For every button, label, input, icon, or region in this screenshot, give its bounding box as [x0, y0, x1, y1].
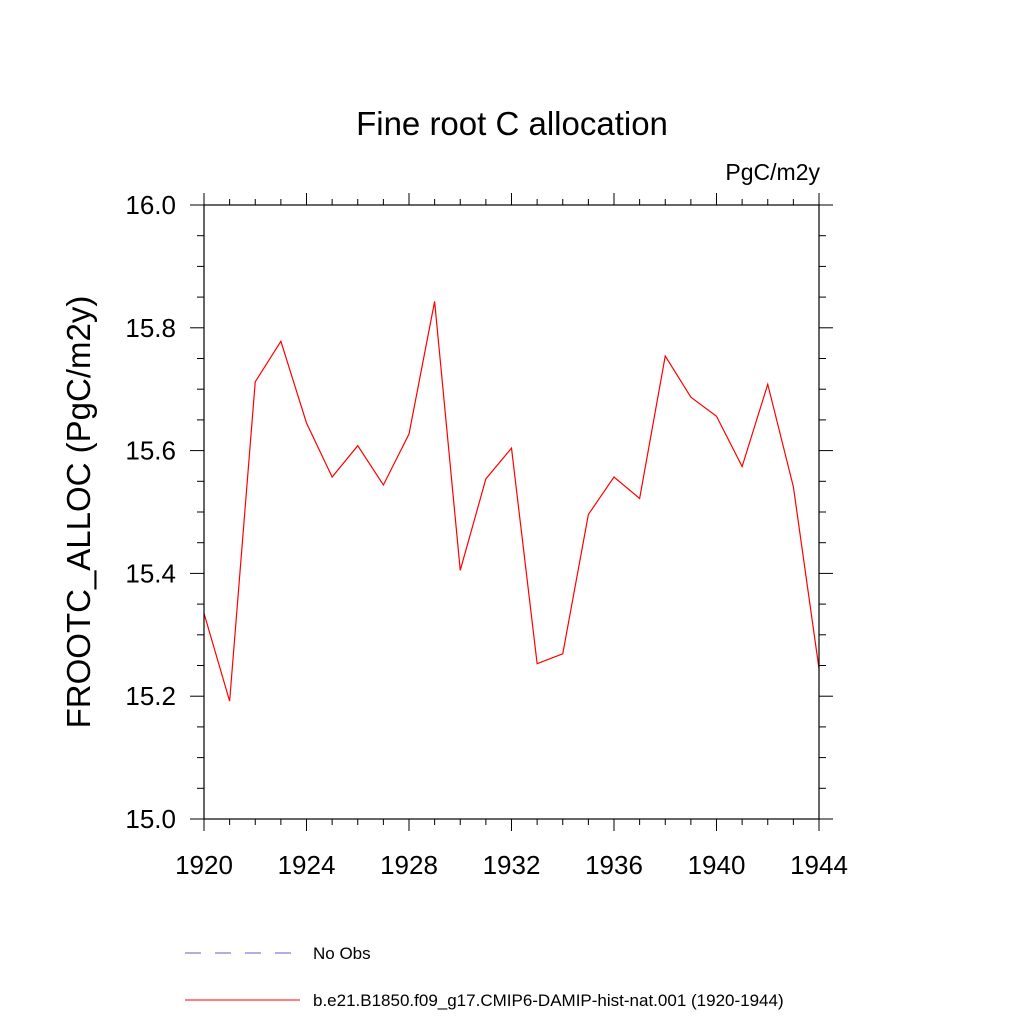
y-axis-label: FROOTC_ALLOC (PgC/m2y)	[60, 296, 97, 729]
chart-title: Fine root C allocation	[356, 105, 668, 142]
x-tick-label: 1920	[175, 850, 233, 880]
y-tick-label: 15.8	[125, 313, 176, 343]
legend-label-model-run: b.e21.B1850.f09_g17.CMIP6-DAMIP-hist-nat…	[313, 991, 784, 1010]
series-line-0	[203, 301, 820, 702]
y-tick-label: 15.2	[125, 681, 176, 711]
x-tick-label: 1924	[278, 850, 336, 880]
plot-frame	[203, 204, 820, 820]
legend-label-no-obs: No Obs	[313, 944, 371, 963]
x-tick-label: 1936	[585, 850, 643, 880]
axis-ticks	[190, 193, 833, 831]
x-tick-label: 1932	[483, 850, 541, 880]
x-tick-label: 1944	[790, 850, 848, 880]
y-tick-label: 15.0	[125, 804, 176, 834]
series-lines	[203, 301, 820, 702]
y-tick-label: 15.4	[125, 558, 176, 588]
x-tick-label: 1940	[688, 850, 746, 880]
x-tick-label: 1928	[380, 850, 438, 880]
units-label: PgC/m2y	[725, 159, 820, 185]
tick-labels: 1920 1924 1928 1932 1936 1940 1944 15.0 15.2 15.4…	[125, 190, 848, 880]
legend: No Obs b.e21.B1850.f09_g17.CMIP6-DAMIP-h…	[185, 944, 784, 1010]
y-tick-label: 15.6	[125, 436, 176, 466]
y-tick-label: 16.0	[125, 190, 176, 220]
